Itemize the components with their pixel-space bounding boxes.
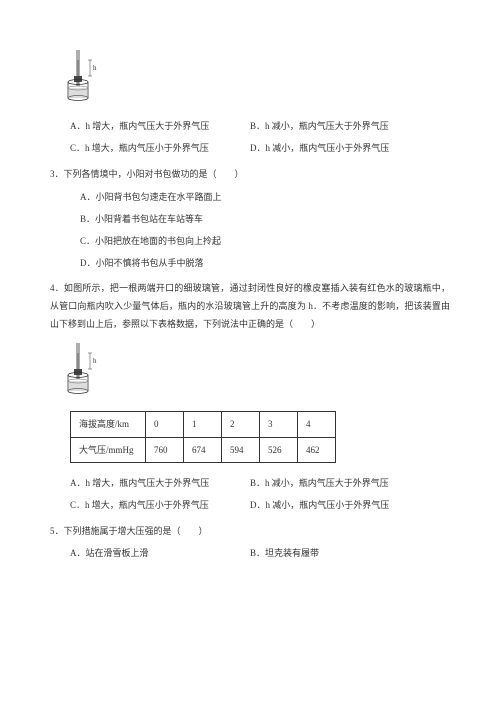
table-cell: 1 [184, 412, 222, 437]
q4-option-B: B．h 减小，瓶内气压大于外界气压 [250, 475, 450, 491]
table-cell: 4 [298, 412, 336, 437]
bottle-diagram-2: h [60, 341, 450, 399]
table-cell: 526 [260, 437, 298, 462]
q-option-A: A．h 增大，瓶内气压大于外界气压 [70, 118, 250, 134]
table-cell: 594 [222, 437, 260, 462]
q5-option-A: A．站在滑雪板上滑 [70, 545, 250, 561]
q3-stem: 3．下列各情境中，小阳对书包做功的是（ ） [50, 166, 450, 182]
q4-option-C: C．h 增大，瓶内气压小于外界气压 [70, 497, 250, 513]
q-option-C: C．h 增大，瓶内气压小于外界气压 [70, 140, 250, 156]
svg-text:h: h [93, 64, 97, 72]
table-cell: 0 [146, 412, 184, 437]
table-cell: 3 [260, 412, 298, 437]
table-row2-label: 大气压/mmHg [71, 437, 146, 462]
q5-stem: 5．下列措施属于增大压强的是（ ） [50, 523, 450, 539]
q4-stem: 4．如图所示，把一根两端开口的细玻璃管，通过封闭性良好的橡皮塞插入装有红色水的玻… [50, 279, 450, 333]
q5-option-B: B．坦克装有履带 [250, 545, 450, 561]
table-cell: 674 [184, 437, 222, 462]
table-cell: 760 [146, 437, 184, 462]
altitude-pressure-table: 海拔高度/km 0 1 2 3 4 大气压/mmHg 760 674 594 5… [70, 411, 336, 462]
q-option-D: D．h 减小，瓶内气压小于外界气压 [250, 140, 450, 156]
q3-option-C: C．小阳把放在地面的书包向上拎起 [80, 233, 450, 249]
q4-option-D: D．h 减小，瓶内气压小于外界气压 [250, 497, 450, 513]
table-row1-label: 海拔高度/km [71, 412, 146, 437]
q3-option-D: D．小阳不慎将书包从手中脱落 [80, 255, 450, 271]
q3-option-A: A．小阳背书包匀速走在水平路面上 [80, 189, 450, 205]
table-cell: 2 [222, 412, 260, 437]
svg-text:h: h [93, 357, 97, 365]
table-cell: 462 [298, 437, 336, 462]
q3-option-B: B．小阳背着书包站在车站等车 [80, 211, 450, 227]
bottle-diagram-1: h [60, 48, 450, 106]
q-option-B: B．h 减小，瓶内气压大于外界气压 [250, 118, 450, 134]
q4-option-A: A．h 增大，瓶内气压大于外界气压 [70, 475, 250, 491]
